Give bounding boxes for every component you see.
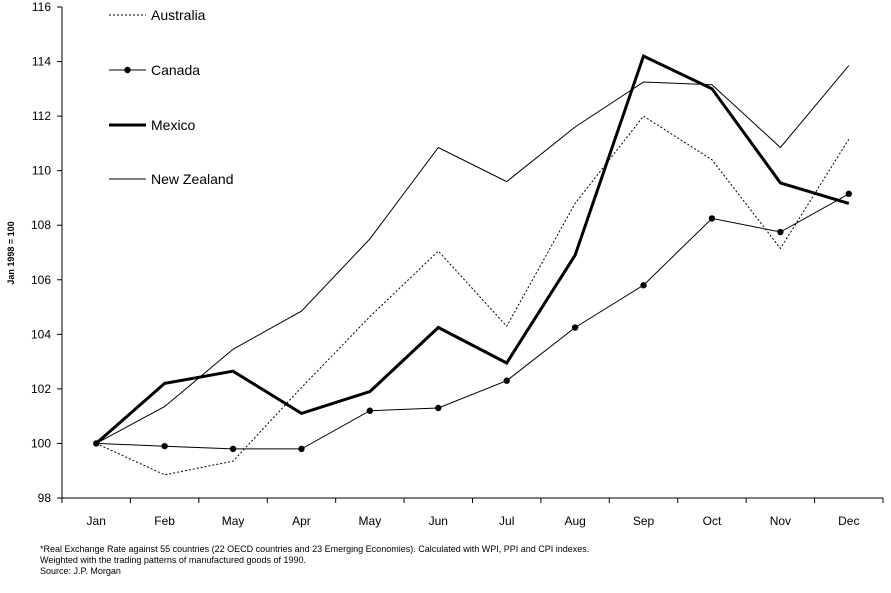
axes: 98 100 102 104 106 108 110 112 114 116 Jan Feb May Ap… bbox=[31, 0, 884, 528]
y-tick-label: 110 bbox=[32, 164, 51, 178]
data-point-canada bbox=[571, 324, 579, 331]
x-tick-label: Oct bbox=[703, 514, 722, 528]
footnote-line-1: *Real Exchange Rate against 55 countries… bbox=[40, 544, 590, 554]
legend: Australia Canada Mexico New Zealand bbox=[109, 7, 234, 187]
series-layer bbox=[93, 54, 852, 476]
y-tick-label: 102 bbox=[31, 382, 51, 396]
data-point-canada bbox=[503, 377, 510, 384]
x-tick-label: Dec bbox=[838, 514, 859, 528]
legend-label-canada: Canada bbox=[151, 62, 200, 78]
footnote: *Real Exchange Rate against 55 countries… bbox=[40, 544, 589, 577]
y-tick-label: 98 bbox=[38, 491, 52, 505]
x-tick-label: May bbox=[359, 514, 382, 528]
x-tick-label: Nov bbox=[770, 514, 791, 528]
y-tick-label: 116 bbox=[32, 0, 51, 14]
y-axis-title: Jan 1998 = 100 bbox=[6, 221, 16, 284]
line-chart: 98 100 102 104 106 108 110 112 114 116 Jan Feb May Ap… bbox=[6, 0, 884, 528]
x-tick-label: Jan bbox=[87, 514, 106, 528]
y-tick-label: 104 bbox=[31, 327, 51, 341]
legend-marker-canada bbox=[124, 66, 131, 74]
y-tick-label: 114 bbox=[32, 55, 51, 69]
footnote-line-2: Weighted with the trading patterns of ma… bbox=[40, 555, 307, 565]
y-tick-label: 108 bbox=[31, 218, 51, 232]
legend-label-new-zealand: New Zealand bbox=[151, 171, 234, 187]
x-tick-label: Apr bbox=[292, 514, 311, 528]
data-point-canada bbox=[845, 190, 852, 198]
x-tick-label: Jun bbox=[429, 514, 448, 528]
series-line-new-zealand bbox=[95, 65, 850, 444]
footnote-line-3: Source: J.P. Morgan bbox=[40, 566, 121, 576]
data-point-canada bbox=[708, 215, 716, 222]
series-line-mexico bbox=[95, 54, 850, 445]
series-line-canada bbox=[96, 193, 850, 450]
x-tick-label: Jul bbox=[499, 514, 514, 528]
data-point-canada bbox=[161, 442, 168, 450]
x-tick-label: Sep bbox=[633, 514, 655, 528]
data-point-canada bbox=[366, 407, 374, 414]
x-tick-label: Feb bbox=[154, 514, 175, 528]
series-line-australia bbox=[95, 115, 850, 476]
legend-label-australia: Australia bbox=[151, 7, 206, 23]
y-tick-label: 106 bbox=[31, 273, 51, 287]
y-tick-label: 100 bbox=[31, 436, 51, 450]
data-point-canada bbox=[298, 445, 305, 453]
y-tick-label: 112 bbox=[32, 109, 51, 123]
x-tick-label: Aug bbox=[564, 514, 585, 528]
x-tick-label: May bbox=[222, 514, 245, 528]
data-point-canada bbox=[777, 228, 784, 236]
data-point-canada bbox=[640, 282, 647, 289]
data-point-canada bbox=[229, 445, 237, 453]
legend-label-mexico: Mexico bbox=[151, 117, 196, 133]
data-point-canada bbox=[435, 404, 442, 412]
